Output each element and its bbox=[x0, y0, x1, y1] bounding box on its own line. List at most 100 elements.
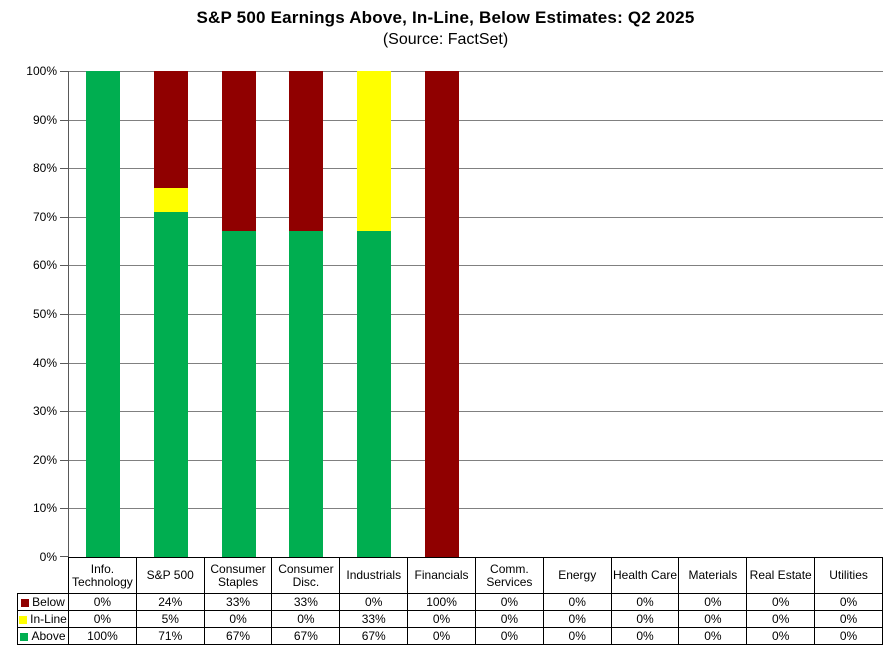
value-cell: 0% bbox=[746, 593, 816, 611]
y-axis-label: 80% bbox=[32, 161, 57, 176]
bar-segment-below bbox=[289, 71, 324, 232]
gridline bbox=[69, 168, 883, 170]
bar-segment-in-line bbox=[357, 71, 392, 232]
value-cell: 0% bbox=[407, 610, 476, 628]
bar-segment-above bbox=[357, 231, 392, 557]
legend-series-label: Below bbox=[32, 595, 65, 609]
bar-segment-above bbox=[153, 211, 188, 557]
value-cell: 0% bbox=[542, 610, 612, 628]
value-cell: 0% bbox=[814, 610, 883, 628]
gridline bbox=[69, 362, 883, 364]
bar-segment-below bbox=[221, 71, 256, 232]
table-row-in-line: In-Line 0% 5% 0% 0% 33% 0% 0% 0% 0% 0% 0% 0% bbox=[17, 610, 883, 628]
value-cell: 0% bbox=[68, 610, 137, 628]
gridline bbox=[69, 71, 883, 72]
y-axis-label: 0% bbox=[39, 550, 57, 564]
y-axis-tick bbox=[60, 556, 69, 557]
y-axis-label: 10% bbox=[32, 501, 57, 516]
value-cell: 0% bbox=[814, 593, 883, 611]
plot-area: 0% 10% 20% 30% 40% 50% 60% 70% 80% 90% 100% bbox=[26, 65, 883, 563]
value-cell: 0% bbox=[474, 593, 544, 611]
y-axis-tick bbox=[60, 216, 69, 218]
gridline bbox=[69, 411, 883, 413]
legend-cell: In-Line bbox=[17, 610, 69, 628]
value-cell: 0% bbox=[610, 610, 680, 628]
legend-cell: Above bbox=[17, 627, 69, 645]
value-cell: 0% bbox=[68, 593, 137, 611]
value-cell: 0% bbox=[407, 627, 476, 645]
table-corner-cell bbox=[18, 558, 69, 594]
value-cell: 0% bbox=[610, 593, 680, 611]
value-cell: 0% bbox=[474, 627, 544, 645]
chart-title: S&P 500 Earnings Above, In-Line, Below E… bbox=[196, 8, 695, 27]
value-cell: 0% bbox=[814, 627, 883, 645]
category-header: Energy bbox=[542, 557, 612, 594]
value-cell: 0% bbox=[746, 610, 816, 628]
bar-stack bbox=[493, 71, 527, 557]
y-axis-tick bbox=[60, 71, 69, 72]
bar-segment-below bbox=[153, 71, 188, 188]
category-header: Consumer Disc. bbox=[271, 557, 341, 594]
bar-stack bbox=[764, 71, 798, 557]
value-cell: 33% bbox=[339, 610, 409, 628]
bar-stack bbox=[629, 71, 663, 557]
bar-stack bbox=[561, 71, 595, 557]
y-axis-label: 50% bbox=[32, 307, 57, 321]
category-header: Info. Technology bbox=[68, 557, 137, 594]
legend-series-label: Above bbox=[31, 629, 66, 643]
legend-series-label: In-Line bbox=[30, 612, 67, 626]
category-header: Comm. Services bbox=[474, 557, 544, 594]
data-table: Info. Technology S&P 500 Consumer Staples C… bbox=[17, 557, 883, 645]
value-cell: 0% bbox=[678, 593, 748, 611]
gridline bbox=[69, 216, 883, 218]
value-cell: 0% bbox=[746, 627, 816, 645]
value-cell: 5% bbox=[135, 610, 205, 628]
bar-stack bbox=[832, 71, 866, 557]
y-axis-tick bbox=[60, 459, 69, 461]
value-cell: 67% bbox=[271, 627, 341, 645]
value-cell: 0% bbox=[542, 627, 612, 645]
y-axis-label: 30% bbox=[32, 404, 57, 419]
gridline bbox=[69, 119, 883, 121]
value-cell: 0% bbox=[678, 627, 748, 645]
bar-segment-above bbox=[289, 231, 324, 557]
legend-color-swatch-icon bbox=[21, 599, 30, 607]
y-axis-tick bbox=[60, 168, 69, 170]
bar-stack bbox=[425, 71, 460, 557]
value-cell: 100% bbox=[68, 627, 137, 645]
category-header: Industrials bbox=[339, 557, 409, 594]
bar-segment-above bbox=[85, 71, 120, 557]
gridline bbox=[69, 459, 883, 461]
legend-cell: Below bbox=[17, 593, 69, 611]
chart-subtitle: (Source: FactSet) bbox=[382, 31, 509, 48]
value-cell: 0% bbox=[678, 610, 748, 628]
gridline bbox=[69, 314, 883, 315]
value-cell: 67% bbox=[203, 627, 273, 645]
y-axis-label: 40% bbox=[32, 355, 57, 370]
value-cell: 0% bbox=[610, 627, 680, 645]
bar-segment-above bbox=[221, 231, 256, 557]
value-cell: 67% bbox=[339, 627, 409, 645]
value-cell: 33% bbox=[271, 593, 341, 611]
value-cell: 0% bbox=[542, 593, 612, 611]
bar-stack bbox=[696, 71, 730, 557]
value-cell: 0% bbox=[474, 610, 544, 628]
y-axis-tick bbox=[60, 411, 69, 413]
y-axis-tick bbox=[60, 265, 69, 267]
y-axis-label: 60% bbox=[32, 258, 57, 273]
y-axis-tick bbox=[60, 362, 69, 364]
category-header: S&P 500 bbox=[135, 557, 205, 594]
y-axis-tick bbox=[60, 119, 69, 121]
category-header: Financials bbox=[407, 557, 476, 594]
category-header: Health Care bbox=[610, 557, 680, 594]
gridline bbox=[69, 508, 883, 510]
category-header: Real Estate bbox=[746, 557, 816, 594]
y-axis-label: 70% bbox=[32, 209, 57, 224]
bar-stack bbox=[357, 71, 392, 557]
y-axis-tick bbox=[60, 508, 69, 510]
category-header: Utilities bbox=[814, 557, 883, 594]
legend-color-swatch-icon bbox=[20, 633, 29, 641]
value-cell: 33% bbox=[203, 593, 273, 611]
table-row-below: Below 0% 24% 33% 33% 0% 100% 0% 0% 0% 0% 0% 0% bbox=[17, 593, 883, 611]
category-header: Consumer Staples bbox=[203, 557, 273, 594]
